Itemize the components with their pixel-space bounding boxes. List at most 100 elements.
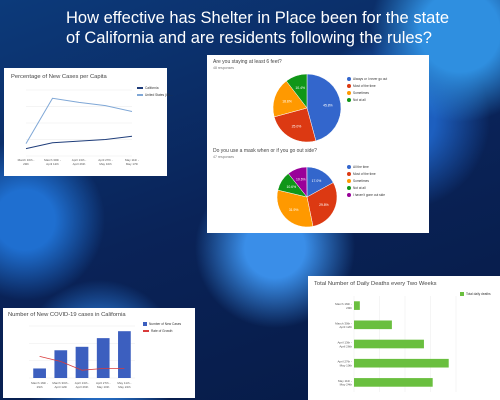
hbar-legend-item: Total daily deaths — [460, 292, 491, 296]
legend-label: Always or I never go out — [353, 77, 388, 81]
bar-legend-item-1: Rate of Growth — [143, 329, 181, 333]
pie2-subtitle: 47 responses — [213, 155, 235, 159]
x-tick-label: April 13th - — [72, 158, 87, 162]
legend-label: Sometimes — [353, 179, 369, 183]
legend-label: United States (Ch... — [145, 93, 173, 97]
legend-label: All the time — [353, 165, 369, 169]
x-tick-label: April 26th — [76, 385, 89, 389]
pie2-slice-label: 10.6% — [296, 178, 306, 182]
legend-label: Not at all — [353, 98, 366, 102]
line-legend-item-1: United States (Ch... — [137, 93, 173, 97]
y-tick-label: May 24th — [340, 383, 353, 387]
x-tick-label: May 17th — [126, 162, 139, 166]
x-tick-label: April 12th — [46, 162, 59, 166]
line-chart-card: Percentage of New Cases per Capita March… — [4, 68, 173, 176]
x-tick-label: 29th — [37, 385, 43, 389]
bar-legend-item-0: Number of New Cases — [143, 322, 181, 326]
legend-swatch — [347, 172, 351, 176]
pie1-title: Are you staying at least 6 feet? — [213, 59, 282, 65]
y-tick-label: April 13th - — [337, 341, 352, 345]
pie2-legend: All the time Most of the time Sometimes … — [347, 165, 385, 200]
legend-swatch — [347, 165, 351, 169]
x-tick-label: March 16th - — [31, 381, 48, 385]
legend-label: Most of the time — [353, 84, 376, 88]
hbar-chart-title: Total Number of Daily Deaths every Two W… — [314, 281, 437, 287]
legend-label: Not at all — [353, 186, 366, 190]
x-tick-label: April 13th - — [75, 381, 90, 385]
pie1-slice-label: 10.4% — [295, 86, 305, 90]
bar-3 — [96, 338, 110, 378]
legend-swatch — [143, 322, 147, 326]
line-series-0 — [25, 135, 133, 150]
legend-swatch — [137, 94, 143, 96]
legend-swatch — [347, 98, 351, 102]
line-chart-title: Percentage of New Cases per Capita — [11, 74, 107, 80]
line-chart: March 16th -29th March 30th -April 12th Ap… — [18, 89, 139, 166]
legend-label: Total daily deaths — [466, 292, 491, 296]
y-tick-label: April 26th — [339, 344, 352, 348]
rate-line — [39, 355, 125, 371]
hbar-3 — [354, 358, 449, 368]
x-tick-label: April 26th — [73, 162, 86, 166]
x-tick-label: March 30th - — [52, 381, 69, 385]
pie1-slice-label: 18.8% — [282, 99, 292, 103]
y-tick-label: 29th — [346, 306, 352, 310]
pie2-legend-item: Not at all — [347, 186, 385, 190]
pie1-slice-3 — [285, 73, 308, 109]
y-tick-label: March 30th - — [335, 321, 352, 325]
bar-chart-title: Number of New COVID-19 cases in Californ… — [8, 312, 126, 318]
hbar-4 — [354, 378, 433, 387]
pie2-legend-item: Sometimes — [347, 179, 385, 183]
pie1-slice-label: 25.0% — [292, 124, 302, 128]
legend-swatch — [137, 87, 143, 89]
y-tick-label: May 10th — [340, 364, 353, 368]
pie2-slice-4 — [287, 166, 308, 198]
hbar-chart: March 16th -29th March 30th -April 12th Ap… — [335, 296, 457, 392]
pie2-slice-label: 17.0% — [312, 179, 322, 183]
pie1-legend-item: Sometimes — [347, 91, 387, 95]
line-legend-item-0: California — [137, 86, 173, 90]
line-series-1 — [25, 97, 133, 144]
legend-swatch — [347, 193, 351, 197]
legend-swatch — [460, 292, 464, 296]
legend-label: Sometimes — [353, 91, 369, 95]
bar-chart: March 16th -29th March 30th -April 12th Ap… — [29, 325, 135, 389]
page-title: How effective has Shelter in Place been … — [66, 9, 450, 47]
pie2-title: Do you use a mask when or if you go out … — [213, 148, 317, 154]
legend-swatch — [347, 179, 351, 183]
legend-swatch — [347, 84, 351, 88]
legend-label: I haven't gone out side — [353, 193, 385, 197]
pie1-slice-1 — [273, 107, 317, 143]
legend-label: Rate of Growth — [151, 329, 173, 333]
x-tick-label: April 12th — [54, 385, 67, 389]
y-tick-label: May 11th - — [338, 379, 352, 383]
x-tick-label: April 27th - — [98, 158, 113, 162]
y-tick-label: April 27th - — [337, 360, 352, 364]
bar-legend: Number of New Cases Rate of Growth — [143, 322, 181, 336]
pie1-slice-0 — [306, 73, 342, 142]
bar-chart-card: Number of New COVID-19 cases in Californ… — [3, 308, 195, 398]
hbar-2 — [354, 339, 424, 349]
pie1-legend-item: Always or I never go out — [347, 77, 387, 81]
pie1-legend-item: Not at all — [347, 98, 387, 102]
hbar-0 — [354, 301, 360, 310]
x-tick-label: April 27th - — [96, 381, 111, 385]
pie2-slice-label: 29.8% — [319, 203, 329, 207]
pie2-slice-label: 31.9% — [289, 208, 299, 212]
pie2-legend-item: All the time — [347, 165, 385, 169]
pie2-slice-label: 10.6% — [286, 185, 296, 189]
pie1-slice-2 — [272, 80, 308, 118]
legend-label: California — [145, 86, 159, 90]
x-tick-label: March 30th - — [44, 158, 61, 162]
x-tick-label: March 16th - — [18, 158, 35, 162]
x-tick-label: May 10th — [97, 385, 110, 389]
legend-swatch — [347, 77, 351, 81]
bar-0 — [33, 368, 46, 378]
x-tick-label: May 24th — [118, 385, 131, 389]
pie1-subtitle: 48 responses — [213, 66, 235, 70]
pie2-legend-item: I haven't gone out side — [347, 193, 385, 197]
line-legend: California United States (Ch... — [137, 86, 173, 100]
pie2-slice-2 — [276, 189, 314, 228]
legend-swatch — [347, 91, 351, 95]
pie2-legend-item: Most of the time — [347, 172, 385, 176]
